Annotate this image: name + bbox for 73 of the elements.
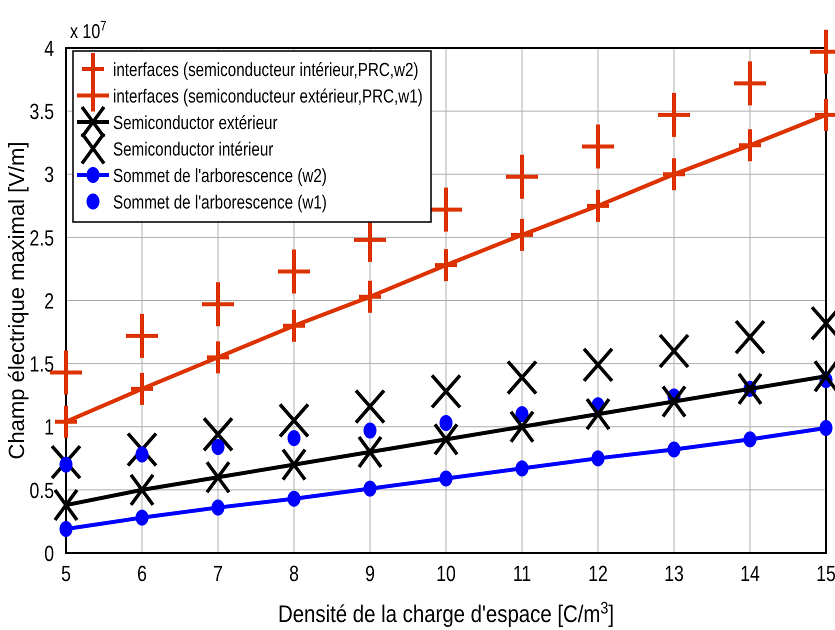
text: x 10$^{7}$	[70, 18, 106, 42]
point	[53, 488, 79, 522]
x-tick-label: 12	[588, 562, 608, 587]
point	[278, 402, 310, 438]
x-tick-label: 6	[137, 562, 147, 587]
x-tick-label: 5	[61, 562, 71, 587]
y-tick-label: 3	[44, 163, 54, 188]
point	[585, 397, 611, 431]
point	[744, 431, 756, 448]
x-tick-label: 8	[289, 562, 299, 587]
y-axis-title: Champ électrique maximal [V/m]	[4, 142, 29, 460]
y-tick-label: 4	[44, 37, 54, 62]
point	[50, 444, 82, 480]
point	[440, 470, 452, 487]
point	[357, 435, 383, 469]
point	[278, 249, 310, 294]
point	[582, 124, 614, 168]
point	[205, 460, 231, 494]
point	[212, 438, 224, 455]
point	[509, 410, 535, 444]
point	[658, 92, 690, 137]
y-tick-label: 0.5	[30, 479, 54, 504]
point	[734, 319, 766, 355]
legend-label: interfaces (semiconducteur intérieur,PRC,w2)	[113, 58, 419, 80]
x-tick-label: 11	[512, 562, 532, 587]
point	[281, 448, 307, 482]
point	[430, 374, 462, 410]
y-tick-label: 1.5	[30, 352, 54, 378]
y-tick-label: 3.5	[30, 100, 54, 125]
point	[516, 406, 528, 422]
point	[126, 314, 158, 358]
point	[734, 61, 766, 106]
legend-label: Sommet de l'arborescence (w2)	[113, 164, 327, 186]
point	[658, 333, 690, 369]
y-tick-label: 2	[44, 290, 54, 314]
y-tick-label: 0	[44, 542, 54, 567]
point	[202, 282, 234, 326]
point	[364, 422, 376, 439]
x-tick-label: 15	[816, 562, 835, 587]
point	[129, 473, 155, 507]
point	[60, 521, 72, 538]
point	[364, 480, 376, 497]
point	[202, 416, 234, 452]
x-tick-label: 7	[213, 562, 223, 587]
point	[433, 422, 459, 456]
x-tick-label: 14	[740, 562, 760, 587]
legend-label: Semiconductor intérieur	[113, 138, 274, 160]
point	[136, 446, 148, 463]
point	[506, 154, 538, 199]
point	[592, 450, 604, 466]
x-tick-label: 10	[436, 562, 456, 587]
point	[288, 490, 300, 507]
point	[430, 188, 462, 232]
point	[136, 510, 148, 526]
y-tick-label: 1	[44, 416, 54, 440]
point	[212, 500, 224, 516]
point	[440, 414, 452, 431]
point	[516, 460, 528, 476]
y-tick-label: 2.5	[30, 226, 54, 251]
x-tick-label: 9	[365, 562, 375, 587]
point	[668, 441, 680, 458]
point	[820, 420, 832, 436]
legend-label: Sommet de l'arborescence (w1)	[113, 190, 327, 213]
x-tick-label: 13	[664, 562, 684, 587]
point	[506, 360, 538, 396]
x-axis-title: Densité de la charge d'espace [C/m$^{3}$]	[278, 598, 614, 628]
point	[288, 430, 300, 446]
legend-label: interfaces (semiconducteur extérieur,PRC,w1)	[113, 84, 423, 107]
legend-label: Semiconductor extérieur	[113, 111, 278, 134]
point	[354, 388, 386, 424]
point	[60, 456, 72, 473]
point	[661, 384, 687, 418]
point	[582, 347, 614, 383]
